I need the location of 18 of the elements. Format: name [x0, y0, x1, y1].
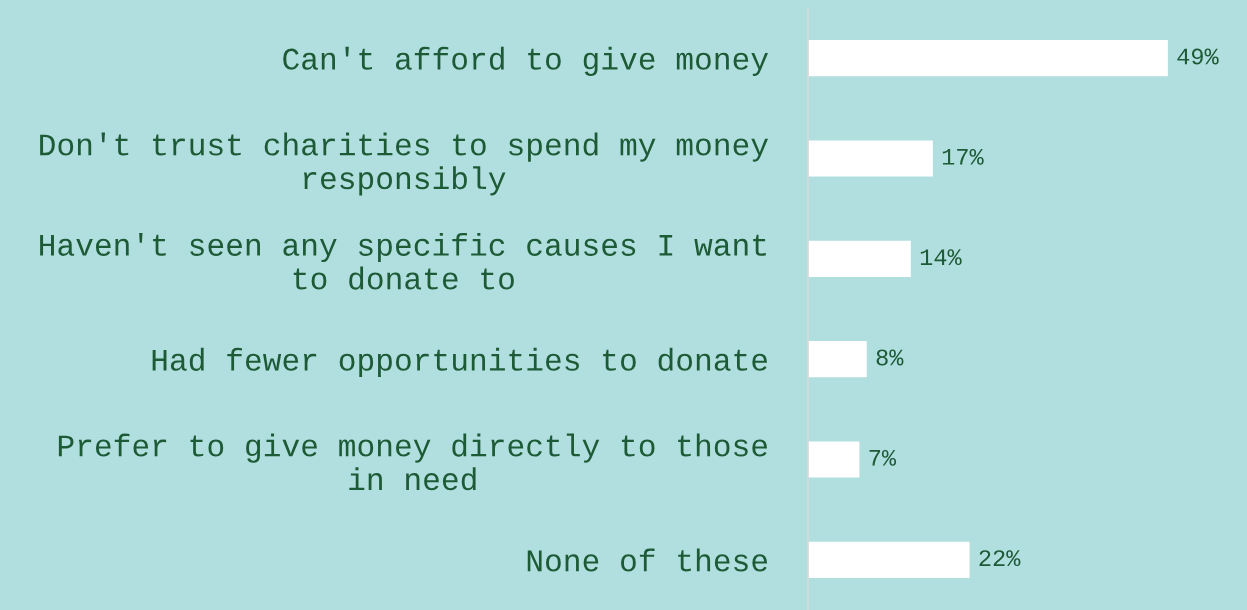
y-tick-label: Had fewer opportunities to donate [152, 347, 767, 377]
bar [808, 541, 970, 578]
y-tick-label: Can't afford to give money [283, 46, 769, 76]
bar [808, 40, 1168, 77]
bar [808, 441, 860, 478]
y-tick-label: Haven't seen any specific causes I want to donate to [40, 232, 766, 290]
bar [808, 140, 933, 177]
data-label: 17% [942, 148, 984, 165]
y-tick-label: None of these [527, 548, 768, 572]
data-label: 8% [876, 349, 904, 366]
y-tick-label: Don't trust charities to spend my money responsibly [40, 132, 768, 196]
y-tick-label: Prefer to give money directly to those in need [58, 433, 767, 491]
data-label: 22% [979, 550, 1021, 567]
bar [808, 341, 867, 378]
data-label: 7% [869, 449, 897, 466]
data-label: 14% [920, 249, 962, 266]
bar [808, 240, 911, 277]
data-label: 49% [1177, 48, 1219, 65]
